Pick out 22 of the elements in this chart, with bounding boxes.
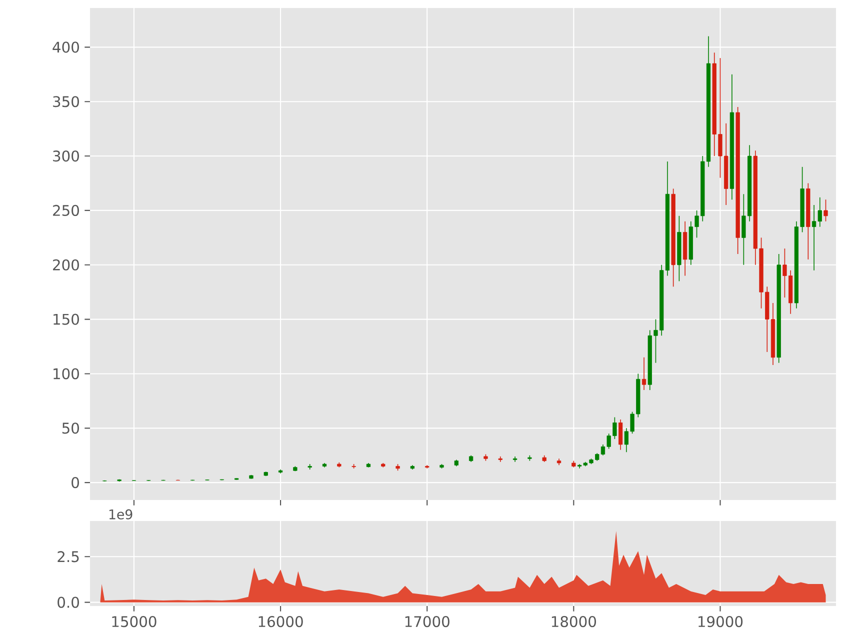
y-tick-label: 400 xyxy=(52,42,79,53)
x-tick-label: 17000 xyxy=(405,616,450,628)
x-tick-label: 19000 xyxy=(698,616,743,628)
candlestick xyxy=(618,419,623,450)
y-tick-label: 250 xyxy=(53,204,79,216)
candlestick xyxy=(512,456,518,462)
y-tick-label: 300 xyxy=(53,150,79,162)
candlestick xyxy=(824,199,828,222)
candlestick xyxy=(642,357,646,390)
y-tick-label: 50 xyxy=(62,422,79,434)
y-tick-label: 200 xyxy=(53,259,79,270)
y-tick-label: 0.0 xyxy=(58,596,79,608)
y-tick-label: 100 xyxy=(54,368,79,380)
x-tick-label: 16000 xyxy=(258,616,303,628)
text: 1e9 xyxy=(109,509,132,520)
x-tick-label: 15000 xyxy=(112,616,156,628)
candlestick xyxy=(498,456,502,462)
y-tick-label: 150 xyxy=(54,314,79,325)
y-tick-label: 350 xyxy=(53,96,79,108)
y-tick-label: 2.5 xyxy=(58,551,79,562)
y-tick-label: 0 xyxy=(72,477,79,488)
x-tick-label: 18000 xyxy=(552,616,596,628)
